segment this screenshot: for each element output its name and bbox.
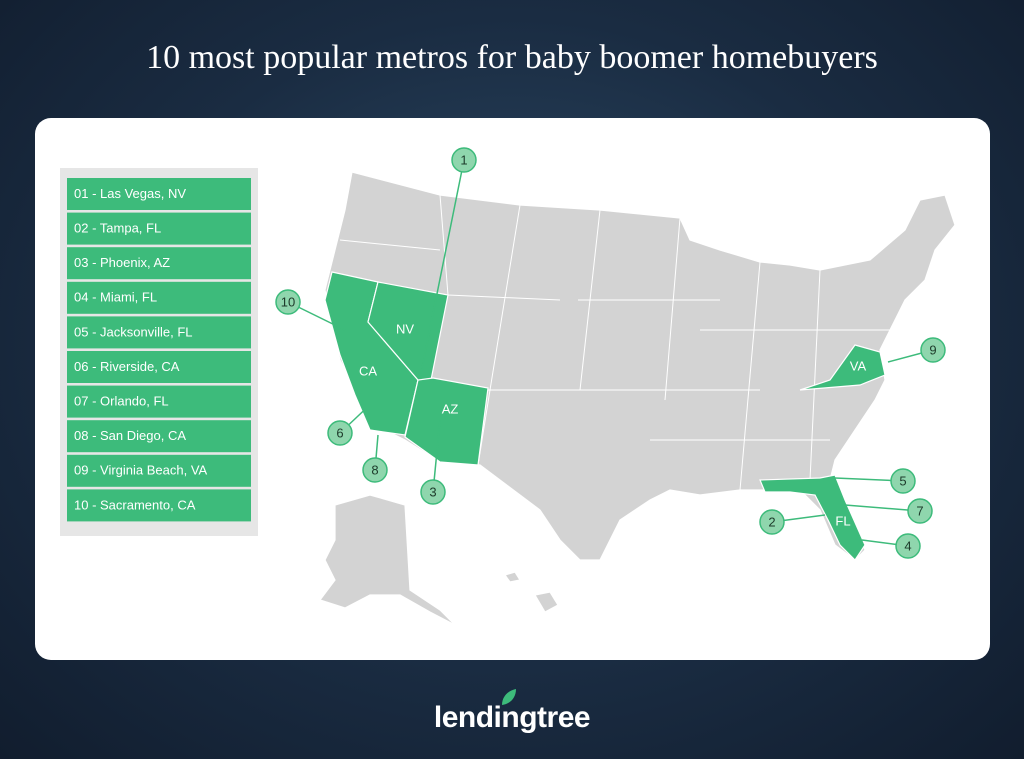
logo-leaf bbox=[502, 689, 516, 705]
callout-badge bbox=[327, 420, 353, 446]
legend-item: 08 - San Diego, CA bbox=[74, 428, 186, 443]
legend-row bbox=[67, 489, 251, 522]
callout-badge bbox=[895, 533, 921, 559]
legend-item: 05 - Jacksonville, FL bbox=[74, 324, 193, 339]
legend-item: 10 - Sacramento, CA bbox=[74, 497, 196, 512]
callout-number: 8 bbox=[371, 462, 378, 477]
callout-badge bbox=[420, 479, 446, 505]
legend-item: 07 - Orlando, FL bbox=[74, 394, 169, 409]
legend-row bbox=[67, 212, 251, 245]
legend-row bbox=[67, 385, 251, 418]
legend-item: 02 - Tampa, FL bbox=[74, 221, 161, 236]
legend-item: 03 - Phoenix, AZ bbox=[74, 255, 170, 270]
callout-badge bbox=[920, 337, 946, 363]
logo: lendingtree bbox=[434, 701, 590, 734]
callout-number: 7 bbox=[916, 503, 923, 518]
state-borders bbox=[339, 194, 890, 491]
legend-row bbox=[67, 247, 251, 280]
callout-badge bbox=[451, 147, 477, 173]
callout-number: 9 bbox=[929, 342, 936, 357]
state-label: NV bbox=[396, 321, 414, 336]
legend-row bbox=[67, 178, 251, 210]
title: 10 most popular metros for baby boomer h… bbox=[146, 39, 878, 76]
legend-row bbox=[67, 420, 251, 453]
virginia bbox=[799, 344, 886, 391]
alaska bbox=[319, 494, 456, 626]
arizona bbox=[404, 377, 489, 466]
legend-row bbox=[67, 316, 251, 349]
hawaii bbox=[534, 591, 559, 613]
callout-badge bbox=[759, 509, 785, 535]
callout-number: 3 bbox=[429, 484, 436, 499]
callout-badge bbox=[907, 498, 933, 524]
state-label: CA bbox=[359, 363, 377, 378]
callout-leader bbox=[419, 159, 465, 379]
callout-number: 1 bbox=[460, 152, 467, 167]
legend-row bbox=[67, 454, 251, 487]
callout-number: 6 bbox=[336, 425, 343, 440]
legend-item: 04 - Miami, FL bbox=[74, 290, 157, 305]
callout-number: 2 bbox=[768, 514, 775, 529]
callout-badge bbox=[890, 468, 916, 494]
callout-number: 5 bbox=[899, 473, 906, 488]
legend-item: 06 - Riverside, CA bbox=[74, 359, 180, 374]
state-label: AZ bbox=[442, 401, 459, 416]
florida bbox=[759, 474, 866, 561]
legend-item: 09 - Virginia Beach, VA bbox=[74, 463, 208, 478]
callout-number: 10 bbox=[281, 294, 295, 309]
legend-row bbox=[67, 351, 251, 383]
map bbox=[319, 171, 956, 626]
legend-row bbox=[67, 281, 251, 314]
state-label: FL bbox=[835, 513, 850, 528]
callout-badge bbox=[362, 457, 388, 483]
legend-item: 01 - Las Vegas, NV bbox=[74, 186, 186, 201]
callout-number: 4 bbox=[904, 538, 911, 553]
callout-badge bbox=[275, 289, 301, 315]
state-label: VA bbox=[850, 358, 867, 373]
hawaii bbox=[504, 571, 521, 583]
